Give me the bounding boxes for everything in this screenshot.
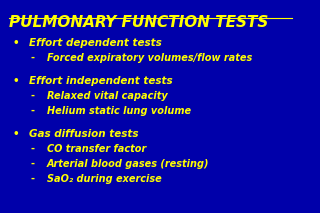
Text: Relaxed vital capacity: Relaxed vital capacity <box>47 91 167 101</box>
Text: SaO₂ during exercise: SaO₂ during exercise <box>47 174 161 184</box>
Text: Effort independent tests: Effort independent tests <box>28 76 172 86</box>
Text: PULMONARY FUNCTION TESTS: PULMONARY FUNCTION TESTS <box>9 15 268 30</box>
Text: -: - <box>30 144 34 154</box>
Text: Effort dependent tests: Effort dependent tests <box>28 38 161 47</box>
Text: -: - <box>30 159 34 169</box>
Text: -: - <box>30 91 34 101</box>
Text: -: - <box>30 174 34 184</box>
Text: CO transfer factor: CO transfer factor <box>47 144 146 154</box>
Text: Gas diffusion tests: Gas diffusion tests <box>28 129 138 139</box>
Text: -: - <box>30 106 34 116</box>
Text: -: - <box>30 53 34 62</box>
Text: Helium static lung volume: Helium static lung volume <box>47 106 191 116</box>
Text: •: • <box>12 76 19 86</box>
Text: Forced expiratory volumes/flow rates: Forced expiratory volumes/flow rates <box>47 53 252 62</box>
Text: •: • <box>12 38 19 47</box>
Text: Arterial blood gases (resting): Arterial blood gases (resting) <box>47 159 209 169</box>
Text: •: • <box>12 129 19 139</box>
